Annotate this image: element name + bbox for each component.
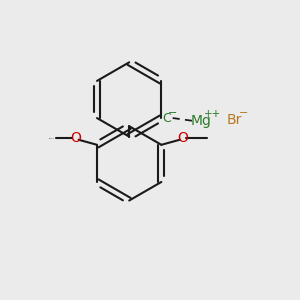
Text: O: O xyxy=(70,131,81,145)
Text: Mg: Mg xyxy=(191,114,212,128)
Text: −: − xyxy=(239,108,248,118)
Text: O: O xyxy=(177,131,188,145)
Text: Br: Br xyxy=(226,112,242,127)
Text: ++: ++ xyxy=(204,110,221,119)
Text: −: − xyxy=(168,108,177,118)
Text: C: C xyxy=(162,112,171,124)
Text: methoxy: methoxy xyxy=(49,138,55,139)
